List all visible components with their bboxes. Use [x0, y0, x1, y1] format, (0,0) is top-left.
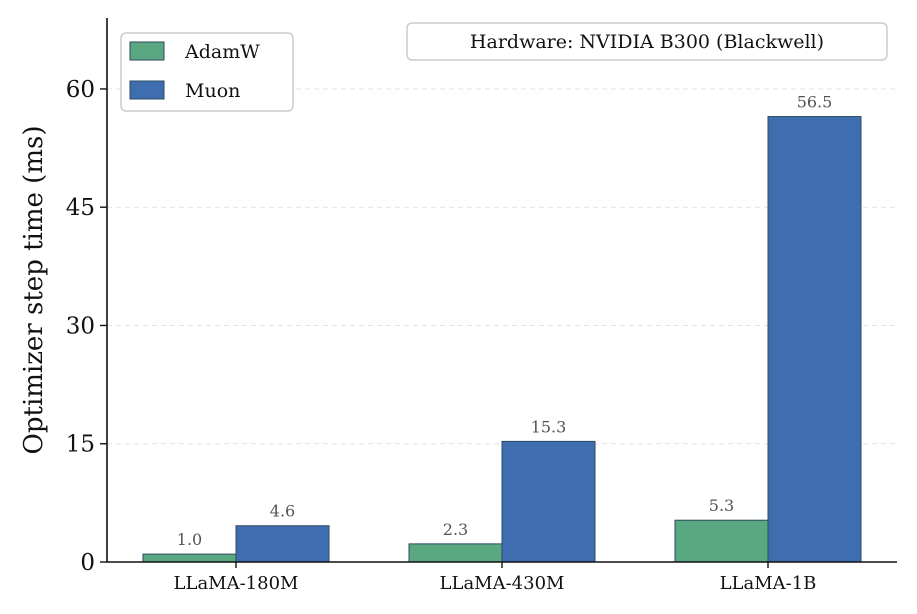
legend-label-adamw: AdamW — [184, 41, 260, 63]
value-label: 15.3 — [531, 417, 567, 436]
x-ticks: LLaMA-180M LLaMA-430M LLaMA-1B — [174, 562, 817, 594]
bar-muon-llama-1b — [767, 116, 862, 563]
annotation-box — [406, 22, 888, 61]
bar-muon-llama-430m — [501, 440, 596, 563]
value-label: 1.0 — [177, 530, 202, 549]
x-tick-label: LLaMA-430M — [440, 573, 565, 594]
annotation-text: Hardware: NVIDIA B300 (Blackwell) — [470, 31, 824, 53]
y-tick-label: 60 — [66, 77, 95, 103]
y-tick-label: 0 — [80, 550, 95, 576]
bar-adamw-llama-430m — [408, 543, 503, 563]
legend: AdamW Muon — [120, 32, 294, 112]
y-tick-label: 15 — [66, 432, 95, 458]
y-tick-label: 45 — [66, 195, 95, 221]
y-ticks: 0 15 30 45 60 — [66, 77, 107, 576]
y-axis-label: Optimizer step time (ms) — [19, 126, 49, 455]
legend-swatch-adamw — [129, 41, 165, 61]
grid-lines — [107, 88, 897, 445]
value-label: 2.3 — [443, 520, 468, 539]
value-label: 4.6 — [270, 502, 295, 521]
x-tick-label: LLaMA-180M — [174, 573, 299, 594]
value-labels: 1.0 2.3 5.3 4.6 15.3 56.5 — [177, 93, 833, 550]
value-label: 5.3 — [709, 496, 734, 515]
bar-adamw-llama-180m — [142, 553, 237, 563]
legend-swatch-muon — [129, 80, 165, 100]
bar-adamw-llama-1b — [674, 519, 769, 563]
legend-label-muon: Muon — [185, 80, 240, 102]
bars — [142, 116, 862, 563]
bar-muon-llama-180m — [235, 525, 330, 563]
x-tick-label: LLaMA-1B — [720, 573, 817, 594]
value-label: 56.5 — [797, 93, 833, 112]
y-tick-label: 30 — [66, 313, 95, 339]
hardware-annotation: Hardware: NVIDIA B300 (Blackwell) — [406, 22, 888, 61]
